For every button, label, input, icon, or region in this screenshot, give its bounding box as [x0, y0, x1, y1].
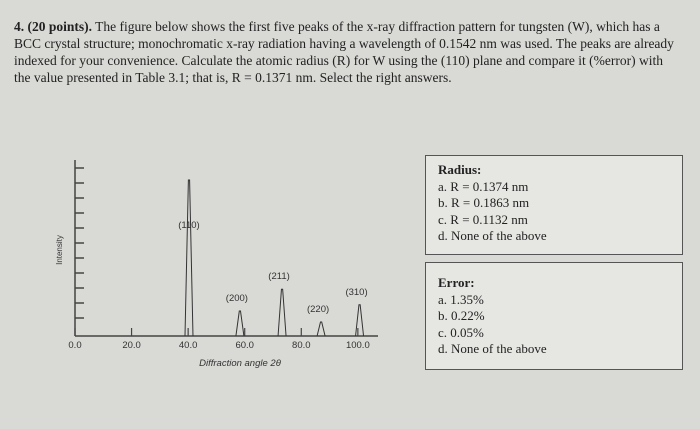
option[interactable]: d. None of the above: [438, 341, 547, 356]
x-label: Diffraction angle 2θ: [199, 358, 282, 369]
option[interactable]: b. R = 0.1863 nm: [438, 195, 530, 210]
y-label: Intensity: [55, 235, 64, 265]
question: 4. (20 points). The figure below shows t…: [14, 18, 682, 86]
option[interactable]: c. 0.05%: [438, 324, 484, 340]
peak-label: (310): [345, 287, 367, 298]
question-number: 4.: [14, 19, 25, 34]
peak: [277, 288, 287, 337]
x-tick-label: 0.0: [68, 340, 81, 351]
option[interactable]: c. R = 0.1132 nm: [438, 211, 528, 227]
x-tick-label: 100.0: [346, 340, 370, 351]
question-points: (20 points).: [27, 19, 93, 34]
peak: [184, 179, 194, 337]
box-title: Radius:: [438, 162, 482, 177]
peak-label: (211): [268, 271, 289, 282]
peak-label: (200): [226, 293, 248, 304]
option[interactable]: a. 1.35%: [438, 291, 484, 307]
peak: [235, 310, 245, 337]
peak: [355, 304, 365, 337]
option[interactable]: b. 0.22%: [438, 308, 485, 323]
figure: Intensity Diffraction angle 2θ 0.0 20.0 40…: [55, 160, 378, 369]
option[interactable]: a. R = 0.1374 nm: [438, 178, 529, 194]
x-tick-label: 60.0: [235, 340, 254, 351]
box-title: Error:: [438, 275, 475, 290]
peak: [316, 321, 326, 337]
option[interactable]: d. None of the above: [438, 228, 547, 243]
peak-label: (220): [307, 304, 329, 315]
question-text: The figure below shows the first five pe…: [14, 19, 674, 85]
x-tick-label: 20.0: [122, 340, 141, 351]
x-tick-label: 80.0: [292, 340, 311, 351]
error-box: Error: a. 1.35% b. 0.22% c. 0.05% d. Non…: [425, 262, 683, 370]
peak-label: (110): [178, 220, 199, 231]
radius-box: Radius: a. R = 0.1374 nm b. R = 0.1863 n…: [425, 155, 683, 255]
x-tick-label: 40.0: [179, 340, 198, 351]
